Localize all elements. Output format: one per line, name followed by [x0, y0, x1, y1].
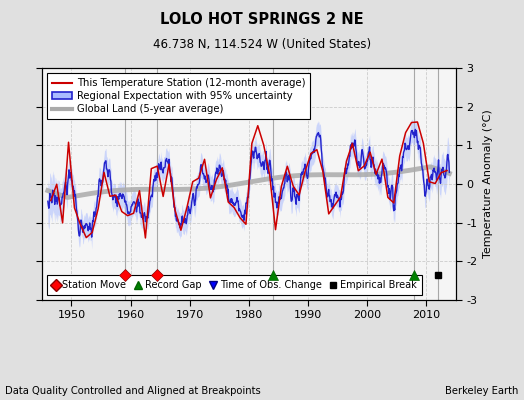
Legend: Station Move, Record Gap, Time of Obs. Change, Empirical Break: Station Move, Record Gap, Time of Obs. C…: [47, 276, 422, 295]
Text: Data Quality Controlled and Aligned at Breakpoints: Data Quality Controlled and Aligned at B…: [5, 386, 261, 396]
Text: Berkeley Earth: Berkeley Earth: [445, 386, 519, 396]
Text: LOLO HOT SPRINGS 2 NE: LOLO HOT SPRINGS 2 NE: [160, 12, 364, 27]
Text: 46.738 N, 114.524 W (United States): 46.738 N, 114.524 W (United States): [153, 38, 371, 51]
Y-axis label: Temperature Anomaly (°C): Temperature Anomaly (°C): [483, 110, 493, 258]
